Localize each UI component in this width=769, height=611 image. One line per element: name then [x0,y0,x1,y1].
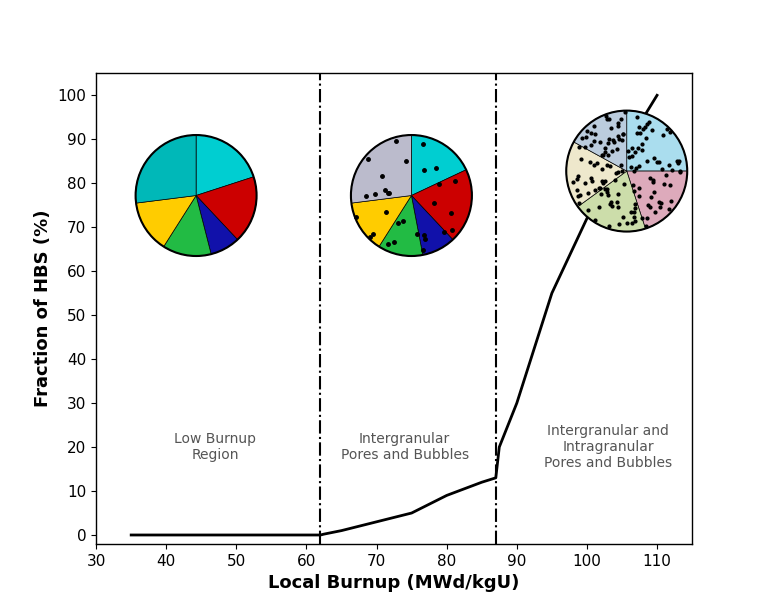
Wedge shape [196,135,254,196]
Wedge shape [351,196,411,247]
Wedge shape [574,111,627,171]
Text: Low Burnup
Region: Low Burnup Region [175,432,256,462]
Text: Intergranular and
Intragranular
Pores and Bubbles: Intergranular and Intragranular Pores an… [544,424,672,470]
Y-axis label: Fraction of HBS (%): Fraction of HBS (%) [34,210,52,408]
Wedge shape [411,170,472,240]
Wedge shape [135,135,196,203]
Wedge shape [196,196,238,254]
X-axis label: Local Burnup (MWd/kgU): Local Burnup (MWd/kgU) [268,574,520,592]
Wedge shape [196,177,257,240]
Wedge shape [136,196,196,247]
Wedge shape [411,135,466,196]
Text: Intergranular
Pores and Bubbles: Intergranular Pores and Bubbles [341,432,468,462]
Wedge shape [578,171,645,232]
Wedge shape [627,111,687,171]
Wedge shape [164,196,211,256]
Wedge shape [411,196,453,255]
Wedge shape [566,142,627,207]
Wedge shape [379,196,423,256]
Wedge shape [627,171,687,229]
Wedge shape [351,135,411,203]
